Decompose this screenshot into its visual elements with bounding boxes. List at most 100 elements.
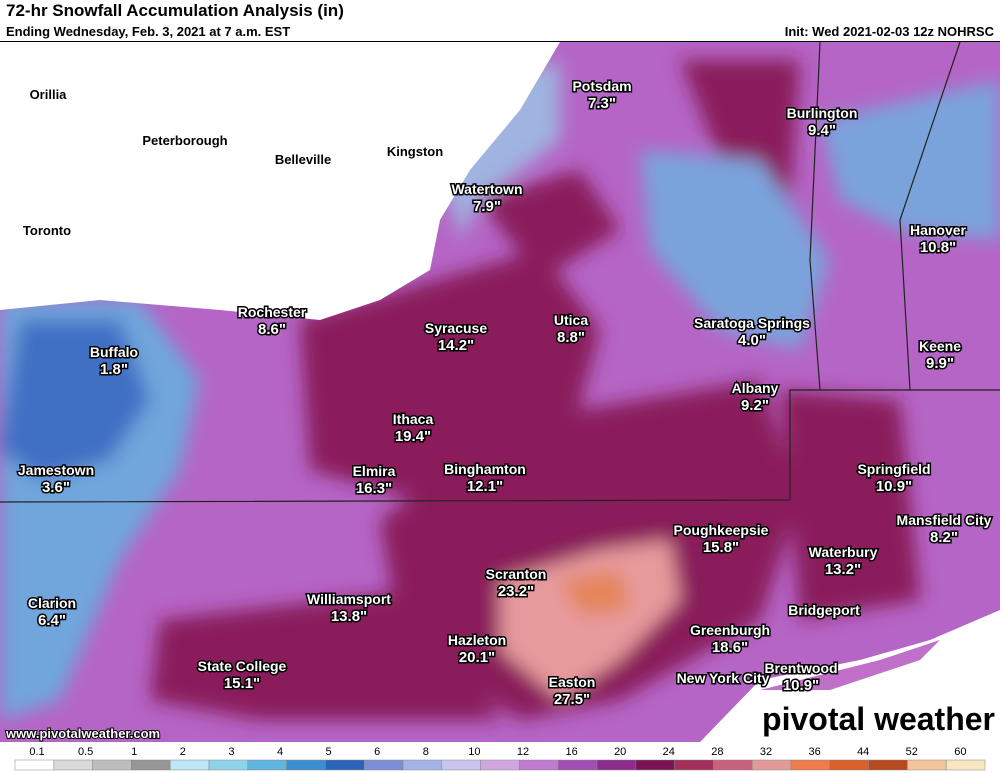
station-value: 8.2" bbox=[930, 529, 958, 546]
legend-swatch bbox=[14, 759, 55, 771]
legend-label: 4 bbox=[277, 746, 283, 758]
station-value: 13.8" bbox=[331, 608, 367, 625]
station-name: Jamestown bbox=[18, 462, 94, 478]
station-value: 18.6" bbox=[712, 639, 748, 656]
station-name: Poughkeepsie bbox=[674, 522, 769, 538]
legend-label: 20 bbox=[614, 746, 626, 758]
station-value: 7.9" bbox=[473, 198, 501, 215]
legend-swatch bbox=[169, 759, 210, 771]
legend-swatch bbox=[635, 759, 675, 771]
station-name: Buffalo bbox=[90, 344, 138, 360]
init-time: Init: Wed 2021-02-03 12z NOHRSC bbox=[785, 24, 995, 39]
place-label: Toronto bbox=[23, 223, 71, 238]
snowfall-field bbox=[0, 41, 1000, 742]
legend-swatch bbox=[751, 759, 792, 771]
station-name: Mansfield City bbox=[897, 512, 992, 528]
station-value: 9.4" bbox=[808, 122, 836, 139]
station-value: 7.3" bbox=[588, 95, 616, 112]
station-name: Rochester bbox=[238, 304, 307, 320]
legend-swatch bbox=[713, 759, 753, 771]
station-value: 12.1" bbox=[467, 478, 503, 495]
site-url: www.pivotalweather.com bbox=[5, 726, 160, 741]
station-value: 20.1" bbox=[459, 649, 495, 666]
station-value: 1.8" bbox=[100, 361, 128, 378]
station-name: Springfield bbox=[857, 461, 930, 477]
legend-swatch bbox=[674, 759, 714, 771]
legend-swatch bbox=[907, 759, 947, 771]
legend-label: 36 bbox=[808, 746, 820, 758]
legend-swatch bbox=[363, 759, 404, 771]
station-value: 10.9" bbox=[783, 677, 819, 694]
station-name: Utica bbox=[554, 312, 588, 328]
station-value: 15.1" bbox=[224, 675, 260, 692]
legend-label: 10 bbox=[468, 746, 480, 758]
legend-swatch bbox=[325, 759, 365, 771]
legend-label: 32 bbox=[760, 746, 772, 758]
station-name: Clarion bbox=[28, 595, 76, 611]
station-name: Albany bbox=[732, 380, 779, 396]
station-value: 10.9" bbox=[876, 478, 912, 495]
legend-label: 3 bbox=[228, 746, 234, 758]
station-value: 6.4" bbox=[38, 612, 66, 629]
place-label: Kingston bbox=[387, 144, 443, 159]
legend-swatch bbox=[596, 759, 637, 771]
subtitle: Ending Wednesday, Feb. 3, 2021 at 7 a.m.… bbox=[6, 24, 290, 39]
legend-swatch bbox=[208, 759, 249, 771]
station-name: Waterbury bbox=[809, 544, 878, 560]
station-value: 10.8" bbox=[920, 239, 956, 256]
station-name: Potsdam bbox=[572, 78, 631, 94]
station-value: 8.6" bbox=[258, 321, 286, 338]
legend-swatch bbox=[53, 759, 93, 771]
station-value: 3.6" bbox=[42, 479, 70, 496]
station-value: 16.3" bbox=[356, 480, 392, 497]
legend-label: 52 bbox=[906, 746, 918, 758]
station-name: State College bbox=[198, 658, 287, 674]
station-value: 8.8" bbox=[557, 329, 585, 346]
station-name: Ithaca bbox=[393, 411, 434, 427]
legend-label: 8 bbox=[423, 746, 429, 758]
header-bar bbox=[0, 0, 1000, 42]
legend-label: 60 bbox=[954, 746, 966, 758]
legend-swatch bbox=[131, 759, 171, 771]
station-value: 19.4" bbox=[395, 428, 431, 445]
legend-swatch bbox=[286, 759, 326, 771]
legend-swatch bbox=[557, 759, 598, 771]
legend-label: 24 bbox=[663, 746, 675, 758]
legend-label: 1 bbox=[131, 746, 137, 758]
brand: pivotal weather bbox=[762, 701, 995, 737]
legend-swatch bbox=[829, 759, 869, 771]
station-name: Hanover bbox=[910, 222, 967, 238]
legend-swatch bbox=[519, 759, 559, 771]
legend-swatch bbox=[945, 759, 986, 771]
station-name: Keene bbox=[919, 338, 961, 354]
station-value: 23.2" bbox=[498, 583, 534, 600]
place-label: Belleville bbox=[275, 152, 331, 167]
station-value: 27.5" bbox=[554, 691, 590, 708]
legend-swatch bbox=[480, 759, 520, 771]
station-value: 9.9" bbox=[926, 355, 954, 372]
station-name: Binghamton bbox=[444, 461, 526, 477]
legend-label: 28 bbox=[711, 746, 723, 758]
legend-label: 2 bbox=[180, 746, 186, 758]
legend-label: 16 bbox=[565, 746, 577, 758]
title: 72-hr Snowfall Accumulation Analysis (in… bbox=[6, 1, 344, 20]
station-name: Saratoga Springs bbox=[694, 315, 810, 331]
station-name: Elmira bbox=[353, 463, 396, 479]
station-name: New York City bbox=[677, 670, 770, 686]
legend-label: 0.5 bbox=[78, 746, 93, 758]
station-name: Bridgeport bbox=[788, 602, 860, 618]
station-name: Burlington bbox=[787, 105, 858, 121]
station-value: 4.0" bbox=[738, 332, 766, 349]
legend-label: 12 bbox=[517, 746, 529, 758]
station-name: Easton bbox=[549, 674, 596, 690]
station-name: Brentwood bbox=[764, 660, 837, 676]
station-name: Watertown bbox=[451, 181, 522, 197]
station-name: Williamsport bbox=[307, 591, 391, 607]
place-label: Peterborough bbox=[142, 133, 227, 148]
legend-label: 0.1 bbox=[29, 746, 44, 758]
station-value: 15.8" bbox=[703, 539, 739, 556]
legend-swatch bbox=[441, 759, 481, 771]
legend-swatch bbox=[247, 759, 287, 771]
